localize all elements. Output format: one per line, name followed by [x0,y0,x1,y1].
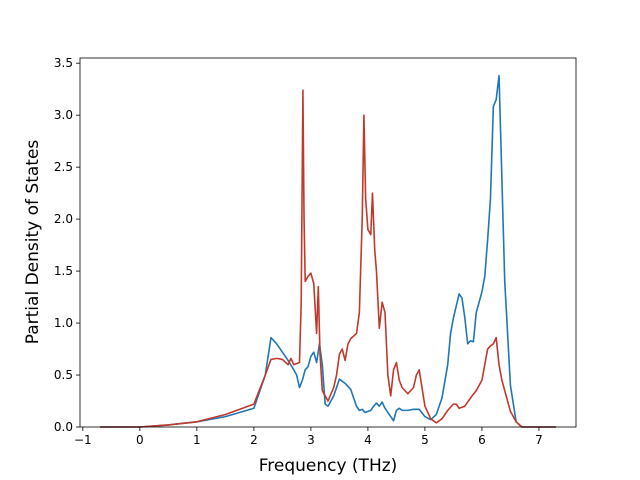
y-axis: 0.0 0.5 1.0 1.5 2.0 2.5 3.0 3.5 [54,56,80,434]
x-axis: −1 0 1 2 3 4 5 6 7 [74,427,543,447]
y-tick-label: 2.5 [54,160,73,174]
y-tick-label: 1.5 [54,264,73,278]
y-tick-label: 3.0 [54,108,73,122]
series-line-1 [99,74,557,428]
x-tick-label: 5 [421,433,429,447]
y-tick-label: 0.0 [54,420,73,434]
x-axis-label: Frequency (THz) [259,456,398,476]
x-tick-label: 4 [364,433,372,447]
plot-area [80,58,576,427]
x-tick-label: 2 [250,433,258,447]
series-line-2 [99,89,557,428]
x-tick-label: 3 [307,433,315,447]
y-tick-label: 2.0 [54,212,73,226]
axes-frame [79,57,577,428]
x-tick-label: 7 [535,433,543,447]
x-tick-label: −1 [74,433,92,447]
y-tick-label: 3.5 [54,56,73,70]
y-axis-label: Partial Density of States [23,140,43,345]
x-tick-label: 1 [193,433,201,447]
x-tick-label: 6 [478,433,486,447]
y-tick-label: 1.0 [54,316,73,330]
x-tick-label: 0 [136,433,144,447]
y-tick-label: 0.5 [54,368,73,382]
series-layer [99,74,557,428]
